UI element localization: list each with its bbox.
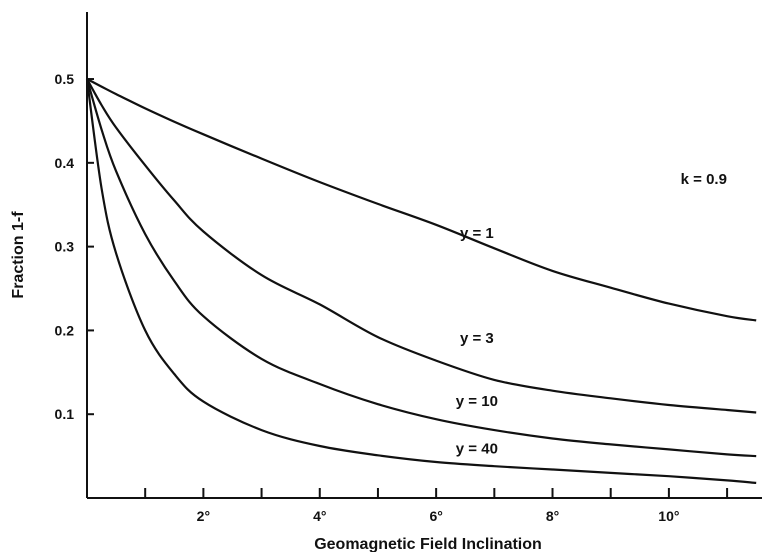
y-tick-label: 0.1 bbox=[55, 406, 75, 422]
x-tick-label: 10° bbox=[658, 508, 679, 524]
series-line-1 bbox=[86, 78, 757, 322]
series-label-2: y = 3 bbox=[460, 330, 494, 347]
x-axis-title: Geomagnetic Field Inclination bbox=[314, 536, 542, 552]
axis-ticks: 2° 4° 6° 8° 10° 0.1 0.2 0.3 0.4 0.5 bbox=[55, 71, 729, 524]
series-label-4: y = 40 bbox=[456, 441, 498, 458]
y-tick-label: 0.4 bbox=[55, 155, 75, 171]
chart-labels: y = 1 y = 3 y = 10 y = 40 bbox=[456, 225, 498, 457]
series-line-2 bbox=[86, 78, 757, 414]
y-tick-label: 0.2 bbox=[55, 322, 75, 338]
series-line-4 bbox=[85, 78, 757, 484]
series-lines bbox=[85, 78, 757, 484]
series-label-1: y = 1 bbox=[460, 225, 494, 242]
y-tick-label: 0.5 bbox=[55, 71, 75, 87]
y-axis-title: Fraction 1-f bbox=[10, 211, 27, 299]
x-tick-label: 6° bbox=[429, 508, 442, 524]
y-tick-label: 0.3 bbox=[55, 239, 75, 255]
series-line-3 bbox=[85, 78, 757, 458]
annotation-k-value: k = 0.9 bbox=[681, 171, 727, 188]
x-tick-label: 8° bbox=[546, 508, 559, 524]
x-tick-label: 4° bbox=[313, 508, 326, 524]
series-label-3: y = 10 bbox=[456, 393, 498, 410]
x-tick-label: 2° bbox=[197, 508, 210, 524]
axes bbox=[86, 12, 762, 499]
